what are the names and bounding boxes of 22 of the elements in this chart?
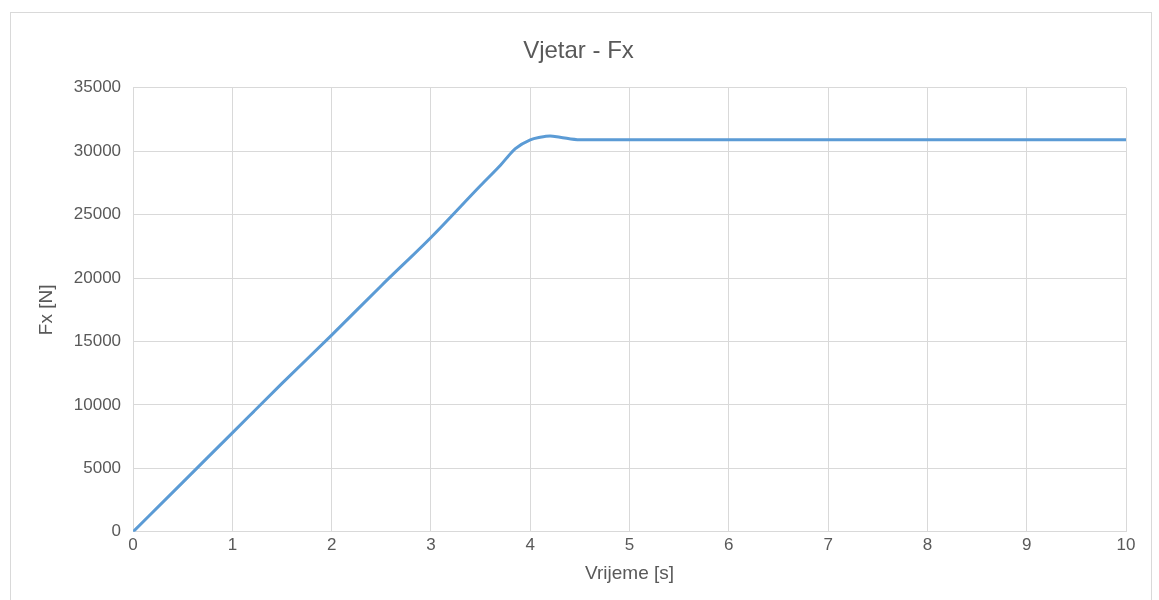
y-tick-label: 0 [111,521,122,541]
y-axis-title: Fx [N] [34,284,56,336]
y-tick-label: 5000 [83,458,122,478]
x-tick-label: 7 [823,534,833,554]
y-tick-label: 10000 [73,394,122,414]
x-tick-label: 1 [227,534,238,554]
y-tick-label: 15000 [73,331,122,351]
y-tick-label: 35000 [73,77,122,97]
y-tick-label: 30000 [73,140,122,160]
x-tick-label: 3 [426,534,436,554]
y-tick-label: 20000 [73,267,122,287]
x-tick-label: 6 [724,534,734,554]
x-tick-label: 8 [922,534,933,554]
chart-title: Vjetar - Fx [523,36,634,64]
x-tick-label: 0 [128,534,138,554]
x-tick-label: 9 [1021,534,1032,554]
x-tick-label: 5 [624,534,635,554]
x-tick-label: 4 [525,534,535,554]
x-tick-label: 2 [326,534,337,554]
x-tick-label: 10 [1116,534,1136,554]
y-tick-label: 25000 [73,204,122,224]
x-axis-title: Vrijeme [s] [585,561,675,583]
